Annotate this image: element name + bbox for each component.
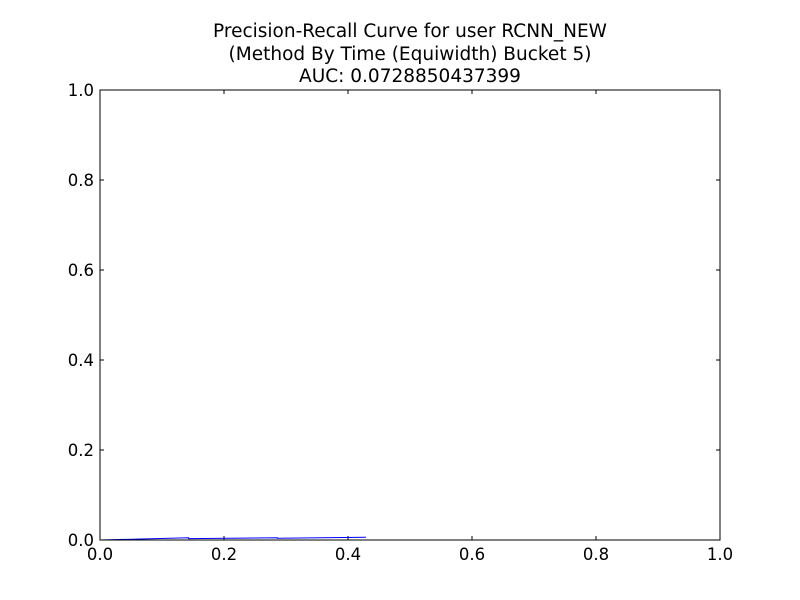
chart-title-line-3: AUC: 0.0728850437399 [299,66,521,87]
tick-labels-layer: 0.0 0.2 0.4 0.6 0.8 1.0 0.0 0.2 0.4 0.6 0.8 1.0 [68,81,733,564]
ticks-layer [99,89,721,541]
series-layer [99,536,366,541]
x-tick-label: 0.6 [459,545,485,564]
series-line-0 [99,536,366,541]
chart-title-line-1: Precision-Recall Curve for user RCNN_NEW [213,21,607,42]
chart-title-line-2: (Method By Time (Equiwidth) Bucket 5) [228,44,592,65]
y-tick-label: 0.0 [68,531,94,550]
y-tick-label: 0.8 [68,171,94,190]
y-tick-label: 0.2 [68,441,94,460]
y-tick-label: 1.0 [68,81,94,100]
x-tick-label: 0.0 [87,545,113,564]
axes-frame [99,89,721,541]
y-tick-label: 0.6 [68,261,94,280]
x-tick-label: 1.0 [707,545,733,564]
x-tick-label: 0.2 [211,545,237,564]
x-tick-label: 0.8 [583,545,609,564]
y-tick-label: 0.4 [68,351,94,370]
x-tick-label: 0.4 [335,545,361,564]
